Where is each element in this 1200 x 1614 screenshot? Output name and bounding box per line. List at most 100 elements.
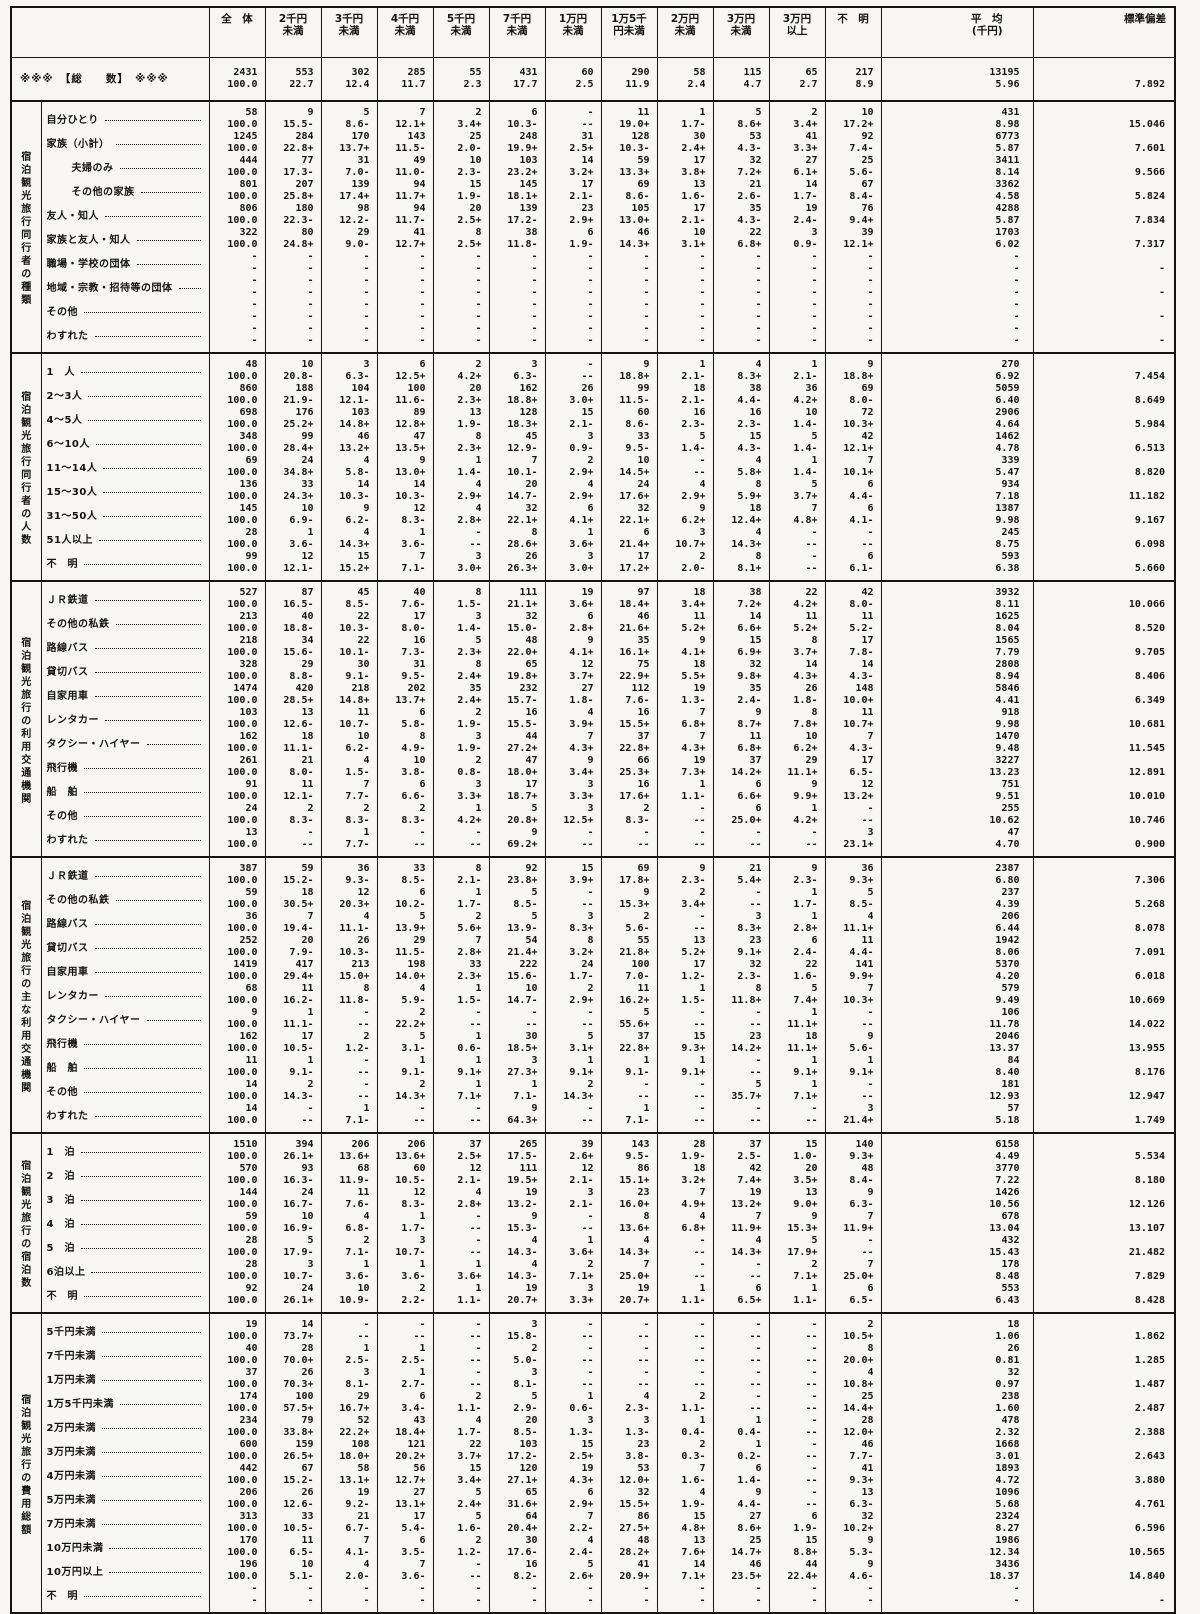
count-value: 35 <box>469 682 482 694</box>
percent-value: 4.4- <box>849 490 874 502</box>
data-cell: 4 8.3+ <box>712 352 769 383</box>
percent-value: 4.3- <box>849 670 874 682</box>
percent-value: 2.4+ <box>457 1498 482 1510</box>
percent-value: 0.6- <box>457 1042 482 1054</box>
data-cell: 13 7.6+ <box>656 1534 713 1559</box>
data-cell: - -- <box>768 1342 825 1367</box>
count-value: 9 <box>811 778 818 790</box>
table-row: レンタカー 68 100.0 11 16.2- 8 11.8- 4 5.9- 1 1.5- 10 14.… <box>11 982 1175 1007</box>
data-cell: 100 7.0- <box>600 958 657 983</box>
count-value: 232 <box>519 682 538 694</box>
data-cell: 4 2.9+ <box>656 478 713 503</box>
row-label: 1万円未満 <box>40 1366 209 1391</box>
sum-value: 2906 <box>995 406 1020 418</box>
sd-value: 5.824 <box>1134 190 1165 202</box>
percent-value: -- <box>749 1018 762 1030</box>
data-cell: 7 1.6- <box>656 1462 713 1487</box>
count-value: - <box>587 358 594 370</box>
row-group-label: 宿泊観光旅行の利用交通機関 <box>11 581 41 857</box>
row-label: 51人以上 <box>40 526 209 551</box>
data-cell: 8 2.4+ <box>432 658 489 683</box>
count-value: 8 <box>475 430 482 442</box>
sd-value: 1.487 <box>1134 1378 1165 1390</box>
percent-value: - <box>363 262 370 274</box>
mean-cell: 1942 8.06 <box>880 934 1033 959</box>
percent-value: 64.3+ <box>507 1114 538 1126</box>
data-cell: 1 0.6- <box>544 1390 601 1415</box>
data-cell: - -- <box>712 1390 769 1415</box>
percent-value: - <box>811 310 818 322</box>
count-value: 6 <box>419 358 426 370</box>
percent-value: 4.1+ <box>569 646 594 658</box>
data-cell: 1 1.4- <box>432 454 489 479</box>
sd-blank <box>1034 1031 1166 1043</box>
data-cell: 4 6.8+ <box>656 1210 713 1235</box>
data-cell: 32 22.1+ <box>600 502 657 527</box>
dot-leader <box>80 1175 201 1177</box>
data-cell: -- <box>320 274 377 299</box>
count-value: - <box>531 298 538 310</box>
data-cell: 1 3.6- <box>376 526 433 551</box>
percent-value: 22.2+ <box>339 1426 370 1438</box>
data-cell: 33 2.3+ <box>432 958 489 983</box>
percent-value: 10.7- <box>395 1246 426 1258</box>
count-value: 46 <box>861 1438 874 1450</box>
count-value: - <box>755 1054 762 1066</box>
count-value: 14 <box>805 178 818 190</box>
percent-value: 5.5+ <box>681 670 706 682</box>
sum-value: 339 <box>1001 454 1020 466</box>
sd-value: 8.406 <box>1134 670 1165 682</box>
sd-cell: 3.880 <box>1032 1462 1175 1487</box>
data-cell: - -- <box>432 1234 489 1259</box>
row-label: 貸切バス <box>40 934 209 959</box>
count-value: - <box>587 106 594 118</box>
table-row: その他の私鉄 59 100.0 18 30.5+ 12 20.3+ 6 10.2- 1 1.7- 5 8… <box>11 886 1175 911</box>
data-cell: 2 2.2- <box>376 1282 433 1313</box>
percent-value: 15.6- <box>507 970 538 982</box>
data-cell: 8 3.7+ <box>768 634 825 659</box>
sd-value: 4.761 <box>1134 1498 1165 1510</box>
percent-value: -- <box>693 1354 706 1366</box>
percent-value: 1.7- <box>457 1426 482 1438</box>
data-cell: - -- <box>376 826 433 857</box>
row-label: 5 泊 <box>40 1234 209 1259</box>
mean-value: 8.14 <box>995 166 1020 178</box>
percent-value: 18.8+ <box>507 394 538 406</box>
count-value: 8 <box>531 526 538 538</box>
percent-value: 34.8+ <box>283 466 314 478</box>
count-value: 206 <box>351 1138 370 1150</box>
data-cell: 15 3.9+ <box>544 856 601 887</box>
mean-cell: 1470 9.48 <box>880 730 1033 755</box>
count-value: 80 <box>301 226 314 238</box>
percent-value: 13.2+ <box>843 790 874 802</box>
percent-value: - <box>867 1594 874 1606</box>
data-cell: 3 15.8- <box>488 1312 545 1343</box>
count-value: 2 <box>419 1006 426 1018</box>
mean-cell: -- <box>880 1582 1033 1613</box>
percent-value: 9.1- <box>289 1066 314 1078</box>
percent-value: - <box>755 310 762 322</box>
sd-cell: - <box>1032 322 1175 353</box>
count-value: 86 <box>637 1162 650 1174</box>
sum-value: 181 <box>1001 1078 1020 1090</box>
percent-value: 15.0+ <box>339 970 370 982</box>
sd-value: 10.565 <box>1128 1546 1165 1558</box>
data-cell: 37 22.8+ <box>600 730 657 755</box>
percent-value: 2.1- <box>569 418 594 430</box>
count-value: 20 <box>469 202 482 214</box>
count-value: 15 <box>749 430 762 442</box>
percent-value: 25.8+ <box>283 190 314 202</box>
count-value: 35 <box>637 634 650 646</box>
data-cell: -- <box>264 322 321 353</box>
sum-value: 3411 <box>995 154 1020 166</box>
percent-value: 100.0 <box>227 694 258 706</box>
sd-value: 7.829 <box>1134 1270 1165 1282</box>
percent-value: 1.6- <box>793 970 818 982</box>
sd-blank <box>1034 1103 1166 1115</box>
percent-value: 7.4+ <box>737 1174 762 1186</box>
percent-value: 3.7+ <box>793 646 818 658</box>
table-row: その他 14 100.0 2 14.3- - -- 2 14.3+ 1 7.1+ 1 7.1- 2 14.3… <box>11 1078 1175 1103</box>
percent-value: - <box>531 334 538 346</box>
count-value: - <box>475 526 482 538</box>
